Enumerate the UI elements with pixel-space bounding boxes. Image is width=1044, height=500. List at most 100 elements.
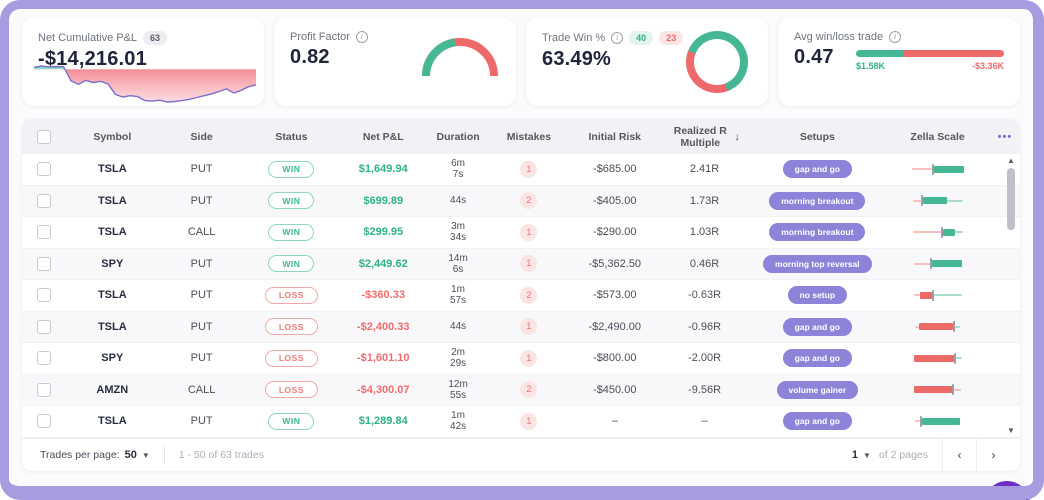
setup-tag[interactable]: morning breakout: [769, 223, 866, 242]
cell-status: WIN: [245, 255, 339, 273]
row-checkbox[interactable]: [36, 288, 51, 303]
column-header-realized-r[interactable]: Realized R Multiple ↓: [660, 125, 750, 149]
cell-symbol: TSLA: [97, 415, 127, 428]
previous-page-button[interactable]: ‹: [942, 439, 976, 471]
zella-body: [931, 260, 962, 268]
cell-symbol: AMZN: [96, 383, 129, 396]
row-checkbox-cell: [22, 193, 66, 208]
setup-tag[interactable]: gap and go: [782, 412, 852, 431]
table-row[interactable]: AMZN CALL LOSS -$4,300.07 12m 55s 2 -$450.00 -9.…: [22, 374, 1020, 406]
zella-wick: [913, 294, 920, 297]
profit-factor-card: Profit Factor i 0.82: [274, 18, 516, 106]
row-checkbox[interactable]: [36, 414, 51, 429]
page-select[interactable]: 1 ▼: [852, 449, 871, 461]
column-header-symbol[interactable]: Symbol: [93, 130, 132, 143]
column-header-side[interactable]: Side: [190, 130, 213, 143]
win-count-badge: 40: [629, 31, 654, 45]
sort-descending-icon[interactable]: ↓: [734, 130, 740, 143]
cell-initial-risk: -$290.00: [593, 226, 637, 239]
column-header-mistakes[interactable]: Mistakes: [506, 130, 552, 143]
table-row[interactable]: TSLA PUT WIN $1,289.84 1m 42s 1 – – gap and go: [22, 406, 1020, 438]
cell-setup: morning breakout: [749, 191, 885, 210]
cell-status: WIN: [245, 412, 339, 430]
setup-tag[interactable]: gap and go: [782, 160, 852, 179]
column-menu-icon[interactable]: •••: [997, 130, 1013, 143]
table-row[interactable]: SPY PUT LOSS -$1,601.10 2m 29s 1 -$800.00 -2.00R…: [22, 343, 1020, 375]
setup-tag[interactable]: morning top reversal: [763, 254, 872, 273]
setup-tag[interactable]: no setup: [787, 286, 848, 305]
setup-tag[interactable]: volume gainer: [776, 380, 859, 399]
avg-loss-bar: [903, 50, 1004, 57]
table-row[interactable]: TSLA PUT LOSS -$360.33 1m 57s 2 -$573.00 -0.63R n…: [22, 280, 1020, 312]
cell-symbol: TSLA: [97, 320, 127, 333]
loss-count-badge: 23: [659, 31, 684, 45]
zella-scale-chart: [887, 162, 988, 176]
vertical-scrollbar[interactable]: ▲ ▼: [1006, 157, 1016, 435]
setup-tag[interactable]: gap and go: [782, 317, 852, 336]
zella-body: [933, 165, 964, 173]
cell-symbol: TSLA: [97, 289, 127, 302]
info-icon[interactable]: i: [611, 32, 624, 44]
zella-scale-chart: [887, 320, 988, 334]
table-row[interactable]: TSLA PUT WIN $699.89 44s 2 -$405.00 1.73R mornin…: [22, 185, 1020, 217]
mistakes-count-badge: 2: [520, 286, 538, 304]
column-header-zella-scale[interactable]: Zella Scale: [910, 130, 965, 143]
info-icon[interactable]: i: [355, 31, 368, 43]
cell-zella-scale: [885, 414, 990, 428]
zella-tick: [953, 352, 956, 364]
cell-zella-scale: [885, 194, 990, 208]
divider: [163, 446, 165, 464]
profit-factor-gauge: [422, 34, 498, 78]
scroll-down-icon[interactable]: ▼: [1007, 426, 1015, 435]
cell-side: PUT: [190, 320, 213, 333]
row-checkbox[interactable]: [36, 193, 51, 208]
row-checkbox[interactable]: [36, 256, 51, 271]
table-row[interactable]: TSLA CALL WIN $299.95 3m 34s 1 -$290.00 1.03R mor…: [22, 217, 1020, 249]
cell-status: LOSS: [245, 286, 339, 304]
pnl-sparkline-chart: [32, 64, 257, 104]
table-row[interactable]: SPY PUT WIN $2,449.62 14m 6s 1 -$5,362.50 0.46R m…: [22, 248, 1020, 280]
table-row[interactable]: TSLA PUT LOSS -$2,400.33 44s 1 -$2,490.00 -0.96…: [22, 311, 1020, 343]
column-header-initial-risk[interactable]: Initial Risk: [588, 130, 641, 143]
scrollbar-thumb[interactable]: [1007, 168, 1015, 230]
row-checkbox[interactable]: [36, 162, 51, 177]
zella-scale-chart: [887, 257, 988, 271]
cell-setup: gap and go: [749, 349, 885, 368]
cell-net-pnl: -$1,601.10: [356, 352, 410, 365]
cell-setup: volume gainer: [749, 380, 885, 399]
info-icon[interactable]: i: [889, 31, 902, 43]
cell-symbol: TSLA: [97, 163, 127, 176]
cell-initial-risk: -$573.00: [593, 289, 637, 302]
zella-wick: [912, 231, 941, 234]
app-window: Net Cumulative P&L 63 -$14,216.01 Profit…: [8, 8, 1034, 487]
row-checkbox[interactable]: [36, 382, 51, 397]
win-rate-donut-chart: [686, 31, 748, 93]
table-row[interactable]: TSLA PUT WIN $1,649.94 6m 7s 1 -$685.00 2.41R gap…: [22, 154, 1020, 186]
setup-tag[interactable]: gap and go: [782, 349, 852, 368]
row-checkbox[interactable]: [36, 351, 51, 366]
per-page-select[interactable]: 50 ▼: [125, 449, 150, 461]
column-header-duration[interactable]: Duration: [436, 130, 480, 143]
cell-duration: 44s: [450, 321, 467, 333]
select-all-checkbox[interactable]: [36, 129, 51, 144]
row-checkbox[interactable]: [36, 225, 51, 240]
scroll-up-icon[interactable]: ▲: [1007, 156, 1015, 165]
setup-tag[interactable]: morning breakout: [769, 191, 866, 210]
zella-wick: [954, 231, 963, 234]
cell-side: PUT: [190, 289, 213, 302]
cell-net-pnl: $1,289.84: [358, 415, 408, 428]
net-cumulative-pnl-value: -$14,216.01: [38, 48, 147, 70]
row-checkbox[interactable]: [36, 319, 51, 334]
trade-win-value: 63.49%: [542, 48, 612, 70]
cell-mistakes: 2: [488, 192, 570, 210]
column-header-status[interactable]: Status: [275, 130, 308, 143]
next-page-button[interactable]: ›: [976, 439, 1010, 471]
column-header-net-pnl[interactable]: Net P&L: [362, 130, 404, 143]
avg-win-loss-value: 0.47: [794, 46, 834, 68]
row-checkbox-cell: [22, 319, 66, 334]
zella-body: [919, 291, 932, 299]
zella-body: [922, 197, 947, 205]
zella-scale-chart: [887, 414, 988, 428]
column-header-setups[interactable]: Setups: [799, 130, 835, 143]
